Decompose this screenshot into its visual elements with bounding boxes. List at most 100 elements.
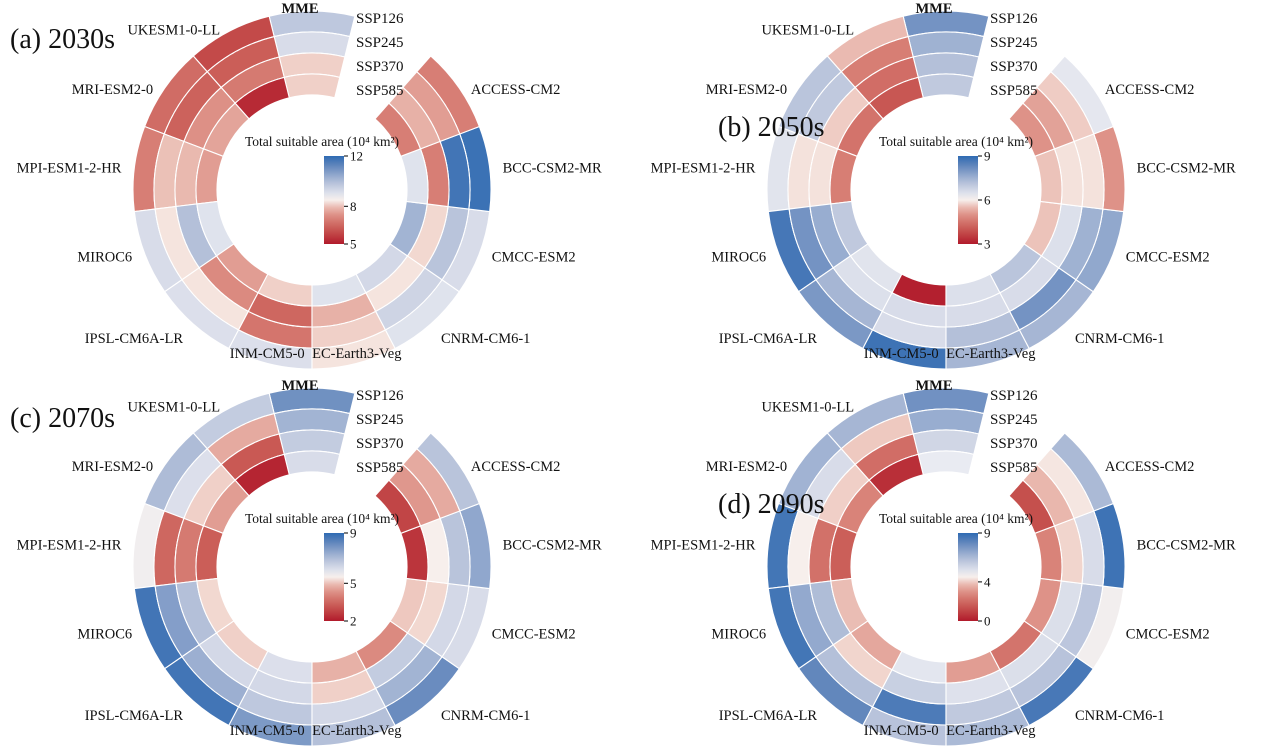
ring-divider — [163, 71, 208, 135]
ring-divider — [375, 267, 426, 312]
ring-divider — [832, 644, 883, 689]
model-label: UKESM1-0-LL — [127, 22, 220, 38]
model-label: INM-CM5-0 — [230, 346, 305, 362]
model-label: CNRM-CM6-1 — [441, 708, 530, 724]
model-label: MRI-ESM2-0 — [706, 82, 787, 98]
ring-divider — [908, 408, 984, 415]
heatmap-cell — [836, 102, 884, 158]
model-label: INM-CM5-0 — [864, 723, 939, 739]
ring-divider — [402, 464, 441, 519]
ring-divider — [181, 656, 239, 708]
ring-divider — [238, 329, 313, 349]
ring-divider — [797, 71, 842, 135]
model-label: CMCC-ESM2 — [1126, 249, 1210, 265]
ring-divider — [154, 585, 183, 658]
ring-divider — [945, 687, 1010, 705]
ring-divider — [872, 706, 947, 726]
model-label: CNRM-CM6-1 — [1075, 331, 1164, 347]
model-label: EC-Earth3-Veg — [312, 346, 401, 362]
heatmap-cell — [1034, 148, 1063, 205]
ring-divider — [154, 208, 183, 281]
ring-divider — [311, 310, 376, 328]
model-label: UKESM1-0-LL — [761, 22, 854, 38]
ring-divider — [385, 656, 443, 708]
ring-label: SSP126 — [356, 11, 404, 27]
panel-label-c: (c) 2070s — [10, 403, 115, 434]
ring-divider — [385, 279, 443, 331]
model-label: UKESM1-0-LL — [127, 399, 220, 415]
ring-divider — [840, 413, 909, 450]
ring-label: SSP370 — [356, 59, 404, 75]
ring-divider — [311, 706, 386, 726]
heatmap-cell — [830, 577, 869, 634]
heatmap-cell — [202, 102, 250, 158]
panel-2090s: (d) 2090s MME UKESM1-0-LL MRI-ESM2-0 MPI-ES… — [634, 377, 1268, 753]
ring-divider — [248, 310, 313, 328]
ring-label: SSP585 — [356, 460, 404, 476]
ring-divider — [274, 408, 350, 415]
heatmap-cell — [917, 450, 975, 476]
panel-label-a: (a) 2030s — [10, 24, 115, 55]
ring-divider — [375, 644, 426, 689]
ring-label: SSP370 — [356, 436, 404, 452]
colorbar-tick-label: 9 — [984, 149, 991, 164]
heatmap-cell — [215, 620, 269, 671]
donut-heatmap-2090s: MME UKESM1-0-LL MRI-ESM2-0 MPI-ESM1-2-HR MIR… — [651, 378, 1236, 747]
model-label: INM-CM5-0 — [230, 723, 305, 739]
ring-divider — [809, 206, 834, 269]
ring-divider — [1019, 656, 1077, 708]
colorbar-tick-label: 12 — [350, 149, 363, 164]
ring-divider — [808, 518, 819, 584]
model-label: INM-CM5-0 — [864, 346, 939, 362]
heatmap-cell — [1023, 200, 1062, 257]
ring-divider — [279, 429, 345, 435]
colorbar-title: Total suitable area (10⁴ km²) — [879, 134, 1033, 149]
ring-divider — [945, 310, 1010, 328]
panel-2070s: (c) 2070s MME UKESM1-0-LL MRI-ESM2-0 MPI-ES… — [0, 377, 634, 753]
heatmap-cell — [283, 73, 341, 99]
ring-divider — [815, 279, 873, 331]
colorbar-title: Total suitable area (10⁴ km²) — [245, 134, 399, 149]
panel-2030s: (a) 2030s MME UKESM1-0-LL MRI-ESM2-0 MPI-ES… — [0, 0, 634, 376]
ring-divider — [198, 267, 249, 312]
ring-divider — [459, 510, 471, 587]
model-label: BCC-CSM2-MR — [503, 538, 602, 554]
ring-divider — [439, 141, 450, 207]
heatmap-cell — [195, 148, 224, 205]
ring-divider — [1009, 267, 1060, 312]
ring-divider — [787, 510, 799, 587]
ring-divider — [181, 279, 239, 331]
heatmap-cell — [196, 577, 235, 634]
ring-divider — [153, 510, 165, 587]
model-label: ACCESS-CM2 — [471, 459, 560, 475]
model-label-mme: MME — [915, 378, 952, 394]
ring-divider — [817, 464, 856, 519]
ring-label: SSP245 — [356, 35, 404, 51]
heatmap-cell — [989, 243, 1043, 294]
heatmap-cell — [1008, 102, 1056, 158]
ring-divider — [815, 656, 873, 708]
donut-heatmap-2070s: MME UKESM1-0-LL MRI-ESM2-0 MPI-ESM1-2-HR MIR… — [17, 378, 602, 747]
model-label: MPI-ESM1-2-HR — [17, 538, 122, 554]
model-label: IPSL-CM6A-LR — [85, 708, 184, 724]
heatmap-cell — [257, 650, 313, 684]
ring-divider — [854, 433, 914, 465]
heatmap-cell — [989, 620, 1043, 671]
ring-divider — [206, 36, 275, 73]
ring-divider — [279, 52, 345, 58]
heatmap-cell — [355, 243, 409, 294]
ring-divider — [882, 687, 947, 705]
colorbar-tick-label: 2 — [350, 614, 357, 629]
colorbar-tick-label: 8 — [350, 199, 357, 214]
model-label: EC-Earth3-Veg — [946, 723, 1035, 739]
model-label: CMCC-ESM2 — [492, 249, 576, 265]
ring-divider — [1036, 87, 1075, 142]
ring-label: SSP245 — [990, 35, 1038, 51]
ring-divider — [1075, 208, 1104, 281]
ring-divider — [787, 133, 799, 210]
panel-2050s: (b) 2050s MME UKESM1-0-LL MRI-ESM2-0 MPI-ES… — [634, 0, 1268, 376]
ring-divider — [153, 133, 165, 210]
ring-divider — [402, 87, 441, 142]
ring-divider — [872, 329, 947, 349]
